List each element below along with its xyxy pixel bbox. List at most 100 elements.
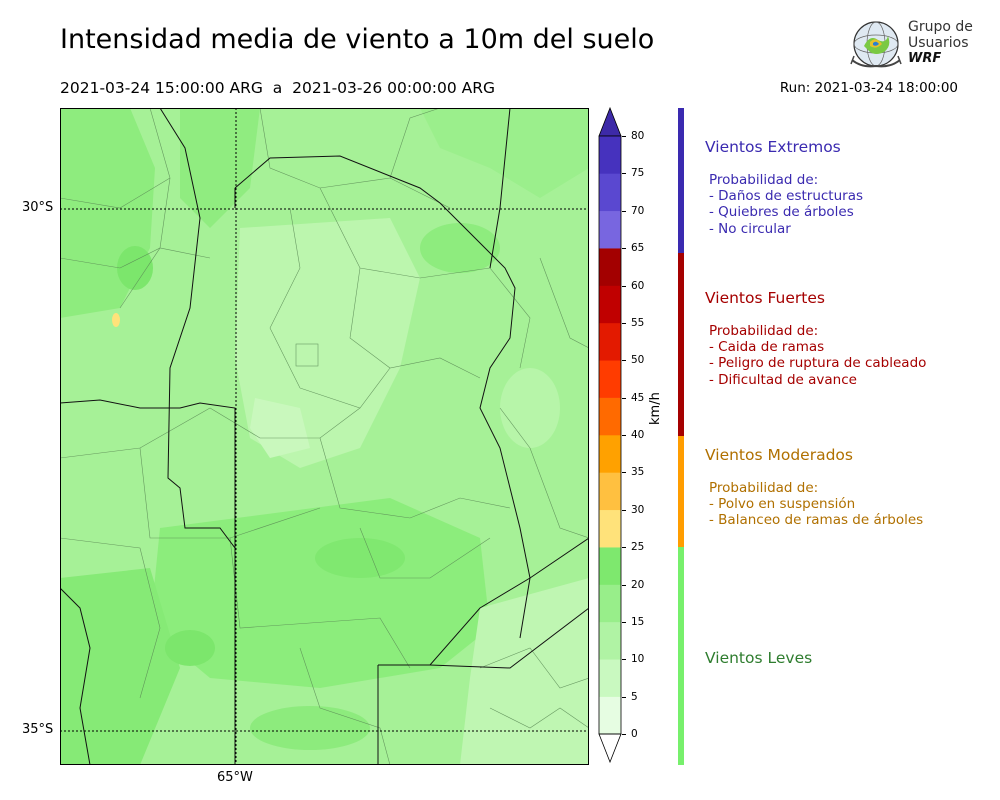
colorbar-tick-mark xyxy=(622,322,626,324)
colorbar-segment xyxy=(599,472,621,511)
colorbar-tick-label: 45 xyxy=(631,391,645,404)
category-desc-moderate: Probabilidad de: - Polvo en suspensión -… xyxy=(709,480,923,529)
wind-zone-southeast xyxy=(460,578,589,765)
colorbar-tick-label: 10 xyxy=(631,653,645,666)
colorbar-tick-mark xyxy=(622,509,626,511)
colorbar-segment xyxy=(599,360,621,398)
globe-icon xyxy=(850,21,902,68)
colorbar xyxy=(598,106,622,764)
category-bar-extreme xyxy=(678,108,684,253)
desc-line: - Quiebres de árboles xyxy=(709,204,854,221)
wind-zone-north xyxy=(180,108,260,228)
colorbar-segment xyxy=(599,397,621,436)
colorbar-segment xyxy=(599,509,621,548)
colorbar-tick-label: 70 xyxy=(631,204,645,217)
colorbar-tick-label: 5 xyxy=(631,690,638,703)
category-title-moderate: Vientos Moderados xyxy=(705,446,853,464)
colorbar-tick-label: 65 xyxy=(631,242,645,255)
colorbar-segment xyxy=(599,210,621,249)
colorbar-tick-mark xyxy=(622,696,626,698)
desc-line: - No circular xyxy=(709,220,791,237)
colorbar-segment xyxy=(599,547,621,585)
wind-zone-blob-6 xyxy=(250,706,370,750)
colorbar-segment xyxy=(599,659,621,697)
wind-zone-blob-3 xyxy=(117,246,153,290)
wind-map xyxy=(60,108,589,765)
category-bar-moderate xyxy=(678,436,684,547)
colorbar-segment xyxy=(599,173,621,212)
logo-text-line3: WRF xyxy=(908,51,942,66)
colorbar-tick-label: 0 xyxy=(631,728,638,740)
colorbar-segment xyxy=(599,584,621,623)
wind-zone-southwest xyxy=(60,568,180,765)
desc-line: Probabilidad de: xyxy=(709,172,819,188)
wind-zone-blob-5 xyxy=(500,368,560,448)
colorbar-tick-label: 80 xyxy=(631,130,645,142)
model-run-time: Run: 2021-03-24 18:00:00 xyxy=(779,80,958,96)
wind-zone-center-light xyxy=(250,398,310,458)
colorbar-tick-label: 15 xyxy=(631,615,645,628)
colorbar-tick-label: 35 xyxy=(631,466,645,479)
forecast-period: 2021-03-24 15:00:00 ARG a 2021-03-26 00:… xyxy=(60,79,496,97)
wind-zone-blob-4 xyxy=(315,538,405,578)
colorbar-tick-mark xyxy=(622,210,626,212)
colorbar-tick-mark xyxy=(622,136,626,137)
category-desc-strong: Probabilidad de: - Caida de ramas - Peli… xyxy=(709,323,926,388)
colorbar-tick-mark xyxy=(622,248,626,250)
colorbar-max-extension xyxy=(598,106,622,137)
category-title-light: Vientos Leves xyxy=(705,649,813,667)
category-desc-extreme: Probabilidad de: - Daños de estructuras … xyxy=(709,172,863,237)
colorbar-tick-mark xyxy=(622,397,626,399)
colorbar-unit: km/h xyxy=(648,392,663,425)
colorbar-tick-mark xyxy=(622,285,626,287)
colorbar-tick-mark xyxy=(622,734,626,735)
colorbar-tick-label: 20 xyxy=(631,578,645,591)
wrf-logo: Grupo de Usuarios WRF xyxy=(848,16,973,72)
colorbar-tick-mark xyxy=(622,472,626,474)
colorbar-segment xyxy=(599,621,621,660)
colorbar-min-extension xyxy=(598,733,622,764)
high-wind-spot xyxy=(112,313,120,327)
colorbar-tick-mark xyxy=(622,621,626,623)
colorbar-tick-label: 25 xyxy=(631,541,645,554)
lat-label-35s: 35°S xyxy=(22,722,54,737)
chart-title: Intensidad media de viento a 10m del sue… xyxy=(60,24,655,55)
province-borders xyxy=(60,108,589,765)
department-borders xyxy=(60,108,589,765)
colorbar-tick-label: 55 xyxy=(631,316,645,329)
colorbar-tick-mark xyxy=(622,360,626,362)
colorbar-tick-label: 40 xyxy=(631,429,645,441)
colorbar-tick-mark xyxy=(622,547,626,549)
colorbar-tick-mark xyxy=(622,435,626,436)
colorbar-tick-mark xyxy=(622,173,626,175)
category-title-strong: Vientos Fuertes xyxy=(705,289,825,307)
category-bar-light xyxy=(678,547,684,765)
colorbar-segment xyxy=(599,136,621,174)
colorbar-tick-mark xyxy=(622,584,626,586)
desc-line: - Peligro de ruptura de cableado xyxy=(709,355,927,372)
category-bar-strong xyxy=(678,253,684,436)
wind-zone-blob-1 xyxy=(420,223,500,273)
colorbar-tick-label: 60 xyxy=(631,279,645,292)
wind-zone-blob-2 xyxy=(165,630,215,666)
colorbar-segment xyxy=(599,248,621,286)
desc-line: - Caida de ramas xyxy=(709,339,825,356)
colorbar-tick-mark xyxy=(622,659,626,661)
map-frame xyxy=(60,108,589,765)
graticule xyxy=(60,108,589,765)
colorbar-segment xyxy=(599,285,621,324)
lat-label-30s: 30°S xyxy=(22,200,54,215)
colorbar-tick-label: 75 xyxy=(631,167,645,180)
colorbar-segment xyxy=(599,696,621,735)
desc-line: - Polvo en suspensión xyxy=(709,496,856,513)
desc-line: - Daños de estructuras xyxy=(709,188,864,205)
category-title-extreme: Vientos Extremos xyxy=(705,138,841,156)
desc-line: - Dificultad de avance xyxy=(709,371,857,388)
colorbar-segment xyxy=(599,435,621,473)
wind-zone-northeast xyxy=(420,108,589,198)
desc-line: Probabilidad de: xyxy=(709,480,819,496)
lon-label-65w: 65°W xyxy=(217,770,253,785)
desc-line: - Balanceo de ramas de árboles xyxy=(709,512,924,529)
colorbar-tick-label: 50 xyxy=(631,354,645,367)
colorbar-segment xyxy=(599,322,621,361)
